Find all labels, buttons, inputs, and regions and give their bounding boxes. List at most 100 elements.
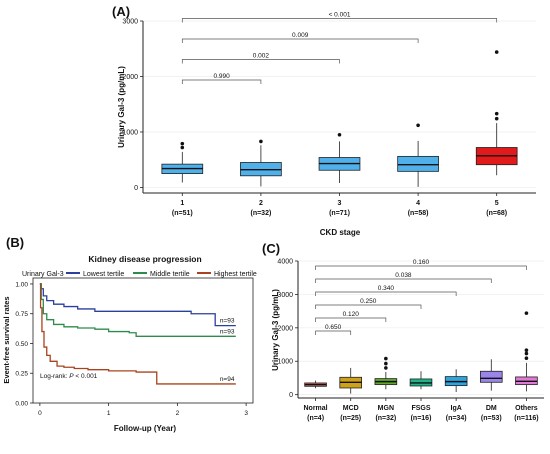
category-label: MCD	[343, 405, 359, 412]
panel-c-categories: Normal (n=4) MCD (n=25) MGN (n=32) FSGS (n=16) I…	[304, 398, 539, 422]
c-y-tick-label: 4000	[277, 259, 293, 266]
panel-a-y-label: Urinary Gal-3 (pg/mL)	[117, 66, 126, 148]
box-dm	[479, 359, 503, 391]
panel-b-ticks: 0.00 0.25 0.50 0.75 1.00 0 1 2 3	[15, 281, 248, 417]
category-count: (n=32)	[375, 415, 396, 422]
box-normal	[304, 380, 327, 389]
box-1	[161, 141, 204, 183]
b-y-tick-label: 0.25	[15, 371, 28, 378]
comparison-bracket	[315, 278, 492, 283]
comparison-p-value: 0.002	[253, 53, 270, 60]
category-label: 4	[416, 200, 420, 207]
b-y-tick-label: 1.00	[15, 281, 28, 288]
category-label: FSGS	[411, 405, 430, 412]
category-count: (n=58)	[408, 210, 429, 217]
panel-a: (A) 0 1000 2000 3000 0.990 0.002 0.009 < 0.001…	[112, 4, 536, 237]
category-count: (n=34)	[446, 415, 467, 422]
category-count: (n=16)	[411, 415, 432, 422]
comparison-p-value: < 0.001	[329, 12, 351, 19]
outlier-point	[524, 348, 529, 353]
panel-c-grid	[298, 260, 544, 396]
legend-label-highest: Highest tertile	[214, 271, 257, 278]
outlier-point	[180, 141, 185, 146]
box-3	[318, 132, 361, 184]
category-count: (n=116)	[514, 415, 538, 422]
panel-c-label: (C)	[262, 241, 280, 256]
end-label-lowest-tertile: n=93	[220, 318, 235, 325]
c-y-tick-label: 1000	[277, 359, 293, 366]
log-rank-suffix: < 0.001	[74, 373, 98, 380]
comparison-p-value: 0.250	[360, 298, 377, 305]
outlier-point	[259, 139, 263, 144]
comparison-bracket	[181, 79, 262, 84]
comparison-p-value: 0.160	[413, 259, 430, 266]
b-x-tick-label: 1	[107, 410, 111, 417]
category-count: (n=4)	[307, 415, 324, 422]
comparison-p-value: 0.009	[292, 32, 309, 39]
outlier-point	[494, 111, 499, 116]
category-count: (n=32)	[250, 210, 271, 217]
box-body	[397, 155, 439, 172]
comparison-p-value: 0.990	[213, 73, 230, 80]
outlier-point	[384, 366, 388, 370]
outlier-point	[416, 123, 420, 128]
panel-b-plot-area	[32, 277, 254, 404]
box-mcd	[339, 367, 363, 394]
a-y-tick-label: 1000	[122, 129, 138, 136]
box-others	[515, 311, 538, 392]
comparison-bracket	[181, 38, 419, 43]
category-count: (n=68)	[486, 210, 507, 217]
category-label: 1	[180, 200, 184, 207]
box-4	[397, 123, 439, 187]
comparison-p-value: 0.340	[378, 285, 395, 292]
legend-title: Urinary Gal-3	[22, 271, 64, 278]
comparison-bracket	[315, 265, 527, 270]
b-y-tick-label: 0.50	[15, 341, 28, 348]
comparison-bracket	[181, 59, 340, 64]
a-y-tick-label: 2000	[122, 74, 138, 81]
category-count: (n=53)	[481, 415, 502, 422]
panel-a-categories: 1 (n=51) 2 (n=32) 3 (n=71) 4 (n=58) 5 (n=68)	[172, 193, 507, 217]
category-count: (n=71)	[329, 210, 350, 217]
box-mgn	[374, 356, 398, 390]
panel-a-boxes	[161, 50, 518, 187]
outlier-point	[494, 116, 499, 121]
box-2	[240, 139, 282, 187]
b-x-tick-label: 3	[244, 410, 248, 417]
category-label: 5	[495, 200, 499, 207]
outlier-point	[524, 351, 529, 356]
survival-curve-highest-tertile	[39, 283, 236, 385]
comparison-bracket	[315, 304, 422, 309]
outlier-point	[384, 356, 388, 361]
b-y-tick-label: 0.75	[15, 311, 28, 318]
outlier-point	[180, 145, 185, 150]
box-iga	[444, 369, 468, 392]
box-5	[475, 50, 518, 176]
panel-b-x-label: Follow-up (Year)	[114, 424, 177, 433]
comparison-bracket	[315, 291, 457, 296]
comparison-p-value: 0.650	[325, 324, 342, 331]
log-rank-annotation: Log-rank: P < 0.001	[40, 373, 98, 380]
panel-a-comparisons: 0.990 0.002 0.009 < 0.001	[181, 12, 498, 84]
comparison-bracket	[315, 317, 387, 322]
category-label: MGN	[378, 405, 394, 412]
outlier-point	[494, 50, 499, 54]
comparison-bracket	[315, 330, 352, 335]
panel-b: (B) Kidney disease progression Urinary G…	[2, 235, 257, 433]
panel-c-y-label: Urinary Gal-3 (pg/mL)	[271, 289, 280, 371]
panel-a-y-ticks: 0 1000 2000 3000	[122, 19, 143, 192]
box-body	[479, 370, 503, 383]
category-label: Normal	[304, 405, 328, 412]
panel-b-title: Kidney disease progression	[88, 254, 201, 264]
category-label: 2	[259, 200, 263, 207]
log-rank-p: P	[69, 373, 74, 380]
comparison-p-value: 0.120	[343, 311, 360, 318]
b-x-tick-label: 2	[176, 410, 180, 417]
legend-label-middle: Middle tertile	[150, 271, 190, 278]
c-y-tick-label: 0	[289, 392, 293, 399]
end-label-highest-tertile: n=94	[220, 376, 235, 383]
outlier-point	[524, 356, 529, 361]
